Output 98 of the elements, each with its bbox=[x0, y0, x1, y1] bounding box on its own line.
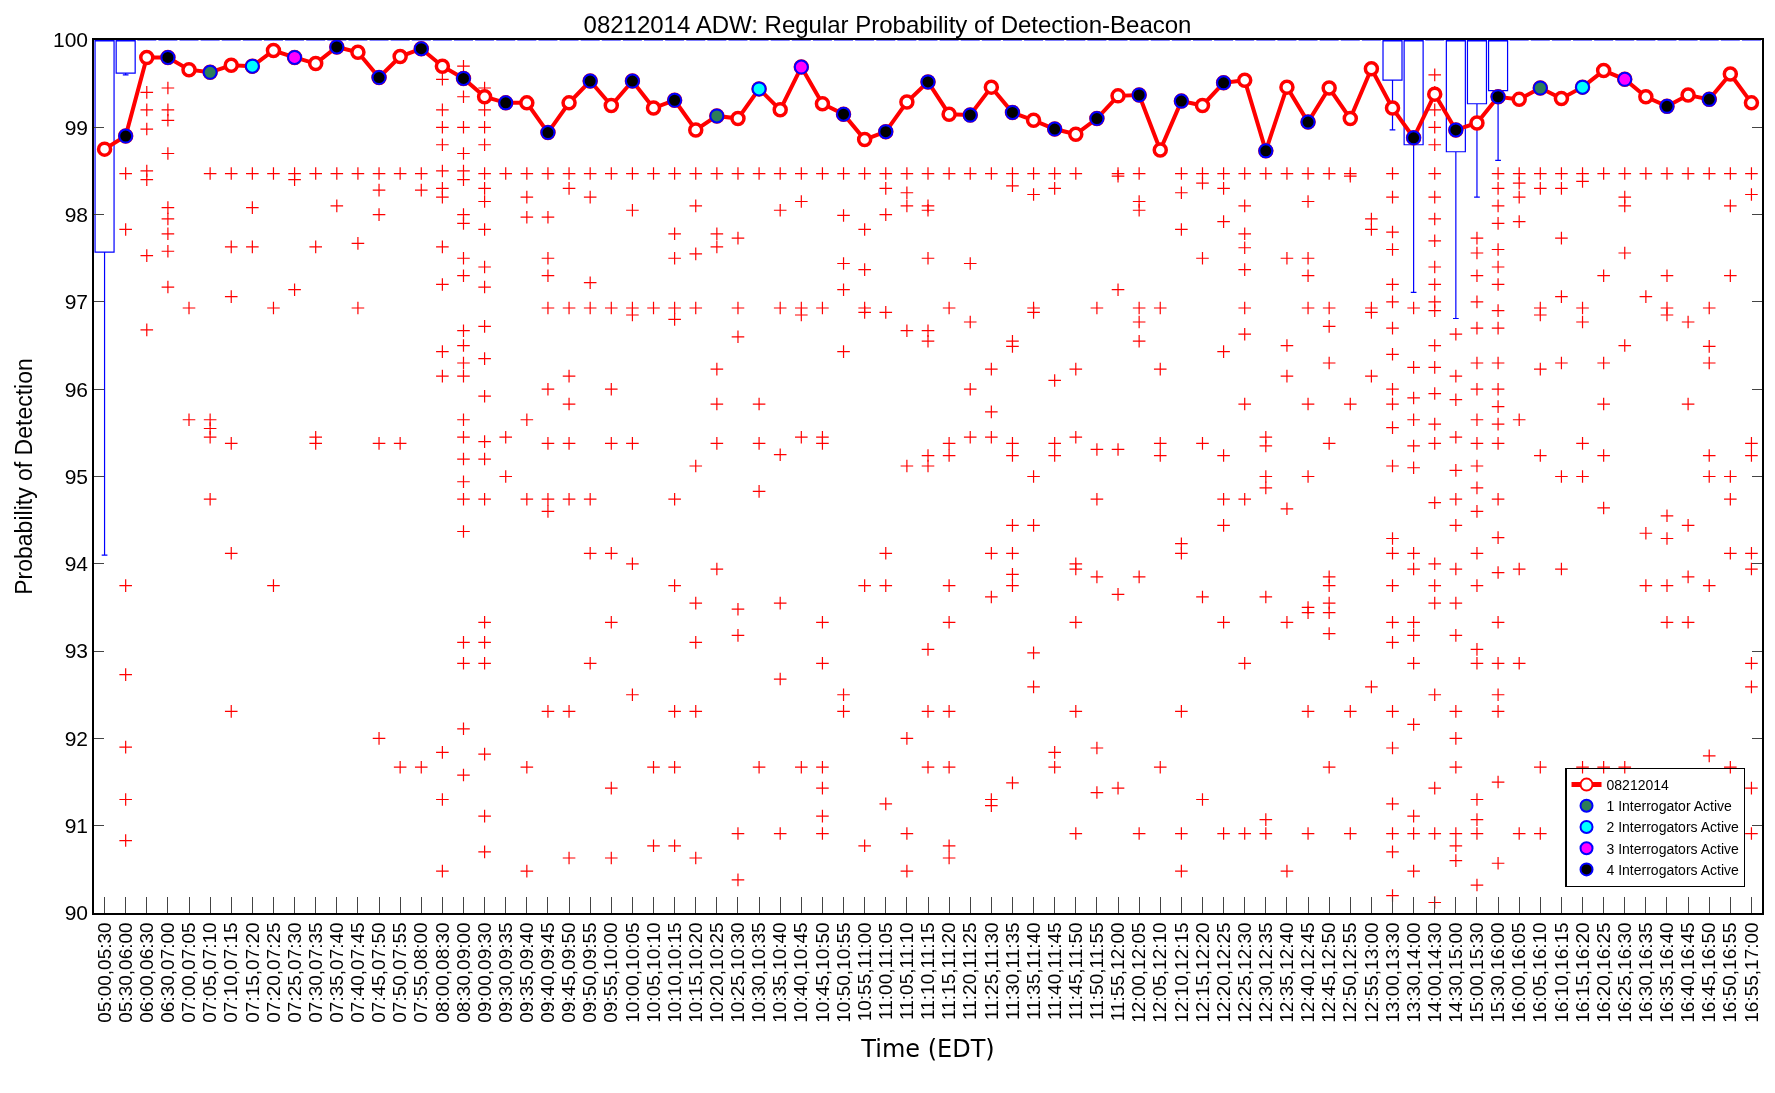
x-tick-label: 16:30,16:35 bbox=[1635, 922, 1657, 1023]
y-tick-label: 99 bbox=[64, 115, 89, 139]
x-tick-label: 10:10,10:15 bbox=[663, 922, 685, 1023]
x-tick-label: 11:10,11:15 bbox=[917, 922, 939, 1020]
x-tick-label: 16:50,16:55 bbox=[1719, 922, 1741, 1023]
x-tick-label: 07:05,07:10 bbox=[199, 922, 221, 1023]
x-tick-label: 10:30,10:35 bbox=[748, 922, 770, 1023]
x-tick-label: 10:45,10:50 bbox=[811, 922, 833, 1023]
x-tick-label: 07:25,07:30 bbox=[283, 922, 305, 1023]
x-tick-label: 12:55,13:00 bbox=[1360, 922, 1382, 1023]
y-tick-label: 100 bbox=[53, 28, 89, 52]
legend-label: 4 Interrogators Active bbox=[1606, 861, 1740, 878]
x-tick-label: 09:45,09:50 bbox=[558, 922, 580, 1023]
x-tick-label: 10:50,10:55 bbox=[832, 922, 854, 1023]
x-tick-label: 16:10,16:15 bbox=[1550, 922, 1572, 1023]
x-tick-label: 09:35,09:40 bbox=[516, 922, 538, 1023]
x-tick-label: 07:20,07:25 bbox=[262, 922, 284, 1023]
y-tick-label: 94 bbox=[64, 552, 89, 576]
x-tick-label: 14:00,14:30 bbox=[1423, 922, 1445, 1023]
y-tick-label: 95 bbox=[64, 464, 89, 488]
x-tick-label: 11:40,11:45 bbox=[1043, 922, 1065, 1020]
x-tick-label: 07:10,07:15 bbox=[220, 922, 242, 1023]
x-tick-label: 16:35,16:40 bbox=[1656, 922, 1678, 1023]
x-tick-label: 12:00,12:05 bbox=[1128, 922, 1150, 1023]
x-tick-label: 07:40,07:45 bbox=[347, 922, 369, 1023]
legend-label: 2 Interrogators Active bbox=[1606, 819, 1740, 836]
x-tick-label: 13:00,13:30 bbox=[1381, 922, 1403, 1023]
x-tick-label: 12:25,12:30 bbox=[1233, 922, 1255, 1023]
x-tick-label: 16:15,16:20 bbox=[1571, 922, 1593, 1023]
x-tick-label: 10:15,10:20 bbox=[684, 922, 706, 1023]
x-tick-label: 11:45,11:50 bbox=[1064, 922, 1086, 1020]
x-tick-label: 10:05,10:10 bbox=[642, 922, 664, 1023]
x-tick-label: 09:50,09:55 bbox=[579, 922, 601, 1023]
y-axis-title: Probability of Detection bbox=[10, 358, 37, 595]
x-tick-label: 11:35,11:40 bbox=[1022, 922, 1044, 1020]
y-tick-label: 93 bbox=[64, 639, 89, 663]
x-tick-label: 09:40,09:45 bbox=[537, 922, 559, 1023]
x-tick-label: 16:45,16:50 bbox=[1698, 922, 1720, 1023]
y-tick-label: 97 bbox=[64, 290, 89, 314]
y-tick-label: 98 bbox=[64, 202, 89, 226]
y-tick-label: 92 bbox=[64, 726, 89, 750]
y-tick-label: 96 bbox=[64, 377, 89, 401]
x-tick-label: 11:30,11:35 bbox=[1001, 922, 1023, 1020]
y-tick-label: 91 bbox=[64, 814, 89, 838]
x-tick-label: 08:30,09:00 bbox=[452, 922, 474, 1023]
x-tick-label: 07:50,07:55 bbox=[389, 922, 411, 1023]
x-tick-label: 16:55,17:00 bbox=[1740, 922, 1762, 1023]
x-tick-label: 10:20,10:25 bbox=[706, 922, 728, 1023]
x-tick-label: 05:30,06:00 bbox=[114, 922, 136, 1023]
x-tick-label: 15:30,16:00 bbox=[1487, 922, 1509, 1023]
x-tick-label: 05:00,05:30 bbox=[93, 922, 115, 1023]
x-tick-label: 12:40,12:45 bbox=[1297, 922, 1319, 1023]
legend-label: 3 Interrogators Active bbox=[1606, 840, 1740, 857]
x-tick-label: 11:25,11:30 bbox=[980, 922, 1002, 1020]
x-tick-label: 10:00,10:05 bbox=[621, 922, 643, 1023]
x-tick-label: 07:00,07:05 bbox=[178, 922, 200, 1023]
x-tick-label: 06:30,07:00 bbox=[157, 922, 179, 1023]
y-tick-label: 90 bbox=[64, 901, 89, 925]
x-tick-label: 16:25,16:30 bbox=[1613, 922, 1635, 1023]
x-tick-label: 12:50,12:55 bbox=[1339, 922, 1361, 1023]
x-tick-label: 12:45,12:50 bbox=[1318, 922, 1340, 1023]
x-tick-label: 11:15,11:20 bbox=[938, 922, 960, 1020]
x-tick-label: 09:00,09:30 bbox=[473, 922, 495, 1023]
x-tick-label: 14:30,15:00 bbox=[1445, 922, 1467, 1023]
x-tick-label: 11:05,11:10 bbox=[896, 922, 918, 1020]
x-tick-label: 10:55,11:00 bbox=[853, 922, 875, 1022]
x-tick-label: 10:40,10:45 bbox=[790, 922, 812, 1023]
x-tick-label: 06:00,06:30 bbox=[135, 922, 157, 1023]
x-tick-label: 10:25,10:30 bbox=[727, 922, 749, 1023]
x-tick-label: 11:20,11:25 bbox=[959, 922, 981, 1020]
x-tick-label: 09:55,10:00 bbox=[600, 922, 622, 1023]
x-tick-label: 12:10,12:15 bbox=[1170, 922, 1192, 1023]
x-tick-label: 12:30,12:35 bbox=[1254, 922, 1276, 1023]
x-tick-label: 12:05,12:10 bbox=[1149, 922, 1171, 1023]
x-tick-label: 07:15,07:20 bbox=[241, 922, 263, 1023]
x-tick-label: 13:30,14:00 bbox=[1402, 922, 1424, 1023]
x-tick-label: 16:05,16:10 bbox=[1529, 922, 1551, 1023]
x-axis-title: Time (EDT) bbox=[860, 1034, 995, 1063]
x-tick-label: 07:45,07:50 bbox=[368, 922, 390, 1023]
x-tick-label: 11:00,11:05 bbox=[874, 922, 896, 1020]
x-tick-label: 11:50,11:55 bbox=[1086, 922, 1108, 1020]
x-tick-label: 07:30,07:35 bbox=[304, 922, 326, 1023]
x-tick-label: 15:00,15:30 bbox=[1466, 922, 1488, 1023]
x-tick-label: 10:35,10:40 bbox=[769, 922, 791, 1023]
legend-label: 08212014 bbox=[1606, 777, 1670, 794]
x-tick-label: 12:35,12:40 bbox=[1276, 922, 1298, 1023]
x-tick-label: 12:20,12:25 bbox=[1212, 922, 1234, 1023]
x-tick-label: 16:20,16:25 bbox=[1592, 922, 1614, 1023]
x-tick-label: 16:00,16:05 bbox=[1508, 922, 1530, 1023]
legend-label: 1 Interrogator Active bbox=[1606, 798, 1733, 815]
x-tick-label: 08:00,08:30 bbox=[431, 922, 453, 1023]
x-tick-label: 07:55,08:00 bbox=[410, 922, 432, 1023]
x-tick-label: 12:15,12:20 bbox=[1191, 922, 1213, 1023]
chart-title: 08212014 ADW: Regular Probability of Detection-Beacon bbox=[583, 11, 1192, 39]
x-tick-label: 07:35,07:40 bbox=[325, 922, 347, 1023]
x-tick-label: 11:55,12:00 bbox=[1107, 922, 1129, 1022]
x-tick-label: 09:30,09:35 bbox=[494, 922, 516, 1023]
x-tick-label: 16:40,16:45 bbox=[1677, 922, 1699, 1023]
